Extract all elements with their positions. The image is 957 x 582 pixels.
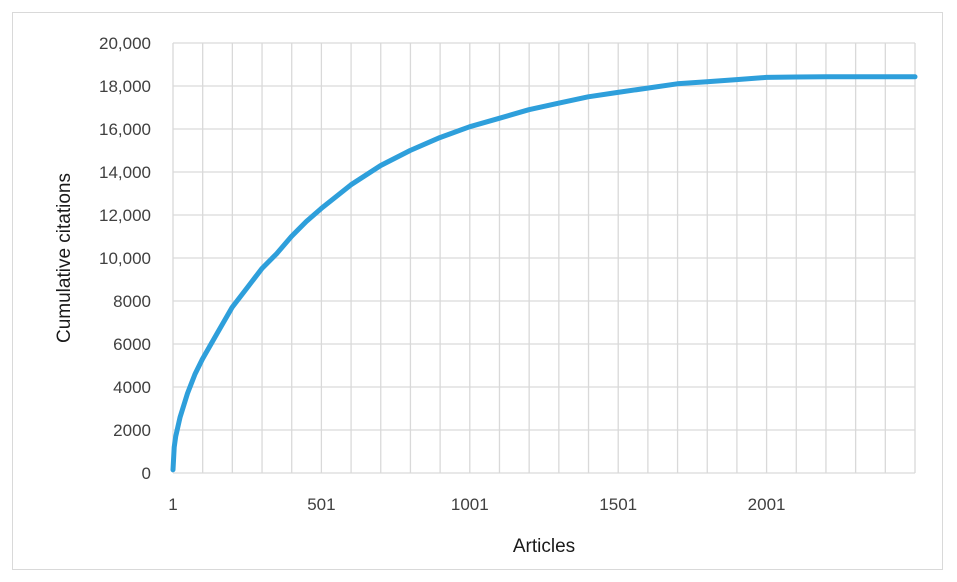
y-tick-label: 0 (142, 464, 151, 483)
y-tick-label: 14,000 (99, 163, 151, 182)
y-tick-label: 2000 (113, 421, 151, 440)
tick-labels: 0 2000 4000 6000 8000 10,000 12,000 14,000 16,00… (99, 34, 786, 514)
x-axis-title: Articles (513, 536, 575, 557)
series-line (170, 74, 918, 473)
y-tick-label: 6000 (113, 335, 151, 354)
grid (172, 42, 916, 474)
y-tick-label: 18,000 (99, 77, 151, 96)
x-tick-label: 1 (168, 495, 177, 514)
y-axis-title: Cumulative citations (54, 173, 75, 343)
y-tick-label: 20,000 (99, 34, 151, 53)
x-tick-label: 1501 (599, 495, 637, 514)
x-tick-label: 501 (307, 495, 335, 514)
x-tick-label: 1001 (451, 495, 489, 514)
y-tick-label: 10,000 (99, 249, 151, 268)
y-tick-label: 8000 (113, 292, 151, 311)
y-tick-label: 4000 (113, 378, 151, 397)
chart-frame (12, 12, 943, 570)
y-tick-label: 16,000 (99, 120, 151, 139)
series-layer (170, 74, 918, 473)
y-tick-label: 12,000 (99, 206, 151, 225)
x-tick-label: 2001 (748, 495, 786, 514)
